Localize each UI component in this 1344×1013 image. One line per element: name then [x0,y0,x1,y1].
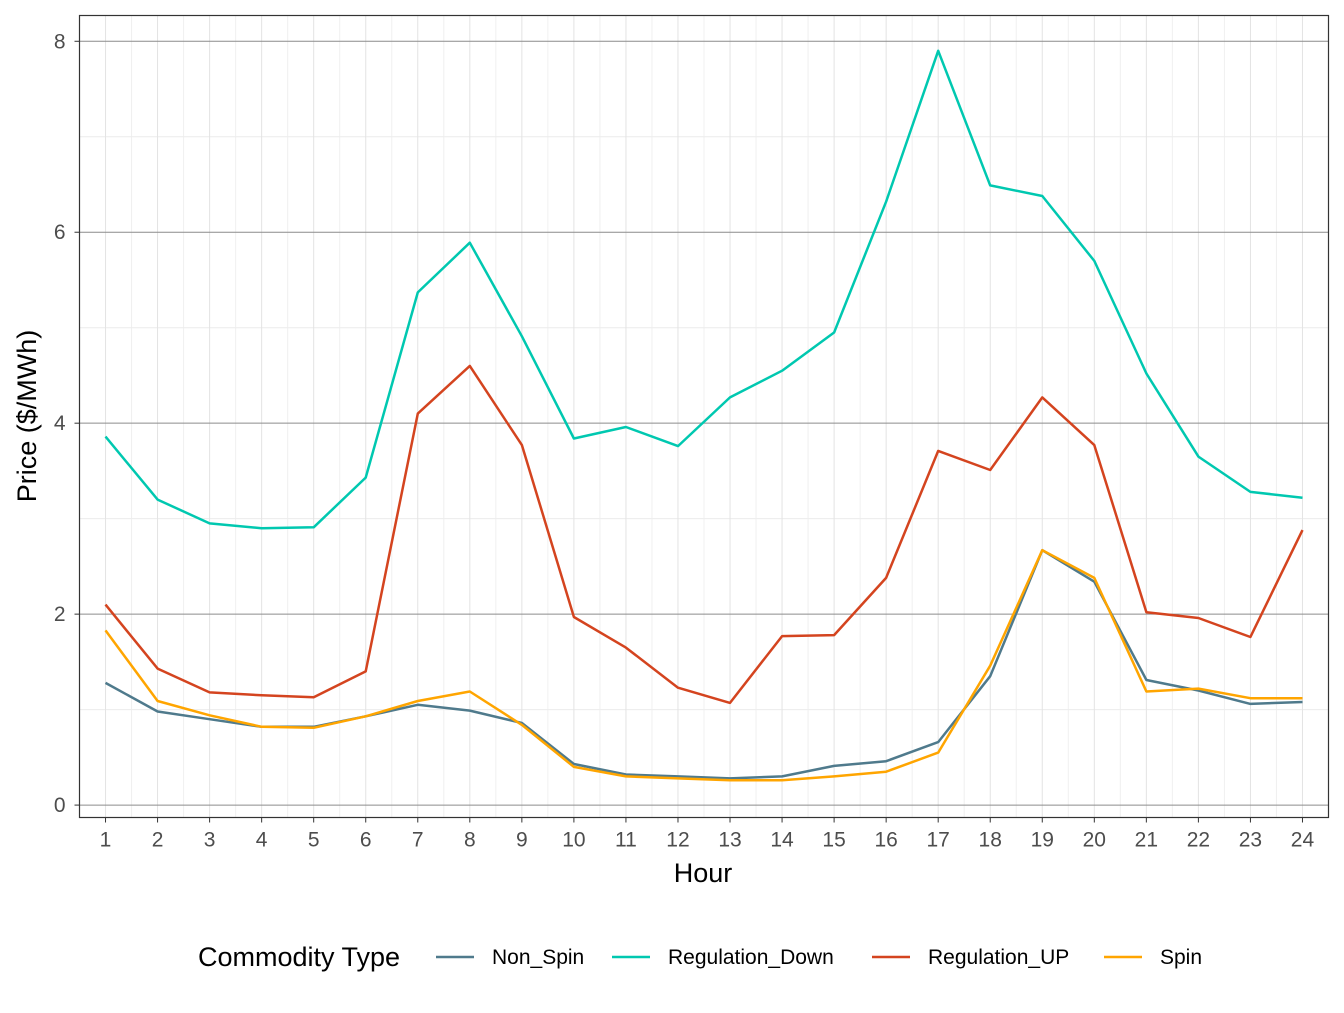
x-tick-label: 21 [1135,829,1158,852]
series-line-spin [104,548,1303,782]
legend-label: Regulation_UP [928,946,1069,969]
x-tick-label: 14 [770,829,794,852]
x-tick-label: 18 [979,829,1002,852]
x-tick-label: 7 [412,829,424,852]
legend-item-spin: Spin [1104,946,1202,969]
x-tick-label: 24 [1291,829,1315,852]
y-tick-label: 8 [54,30,66,53]
x-tick-label: 9 [516,829,528,852]
x-axis: 1 2 3 4 5 6 7 8 9 10 11 12 13 14 15 16 17 18 19 20 21 22 23 24 [100,817,1315,852]
x-tick-label: 20 [1083,829,1106,852]
y-axis-label: Price ($/MWh) [12,330,42,503]
legend-label: Spin [1160,946,1202,969]
x-tick-label: 15 [822,829,845,852]
x-tick-label: 4 [256,829,268,852]
x-tick-label: 8 [464,829,476,852]
x-tick-label: 11 [615,829,637,852]
x-tick-label: 12 [666,829,689,852]
series-lines [104,49,1304,782]
x-tick-label: 19 [1031,829,1054,852]
x-tick-label: 10 [562,829,585,852]
legend-item-regulation-down: Regulation_Down [612,946,834,969]
legend-item-non-spin: Non_Spin [436,946,584,969]
x-tick-label: 23 [1239,829,1262,852]
x-tick-label: 2 [152,829,164,852]
x-tick-label: 13 [718,829,741,852]
x-tick-label: 16 [874,829,897,852]
x-tick-label: 1 [100,829,112,852]
legend-title: Commodity Type [198,942,400,972]
series-line-regulation-down [104,49,1303,530]
y-tick-label: 6 [54,221,66,244]
grid [79,15,1329,818]
x-tick-label: 5 [308,829,320,852]
y-axis: 0 2 4 6 8 [54,30,80,817]
y-tick-label: 2 [54,603,66,626]
x-tick-label: 6 [360,829,372,852]
x-tick-label: 17 [927,829,950,852]
y-tick-label: 4 [54,412,66,435]
legend-label: Non_Spin [492,946,584,969]
legend: Commodity Type Non_Spin Regulation_Down Re… [198,942,1202,972]
legend-item-regulation-up: Regulation_UP [872,946,1069,969]
x-axis-label: Hour [674,858,733,888]
x-tick-label: 22 [1187,829,1210,852]
legend-label: Regulation_Down [668,946,834,969]
x-tick-label: 3 [204,829,216,852]
plot-panel-border [78,14,1330,819]
y-tick-label: 0 [54,794,66,817]
series-line-regulation-up [104,364,1304,705]
